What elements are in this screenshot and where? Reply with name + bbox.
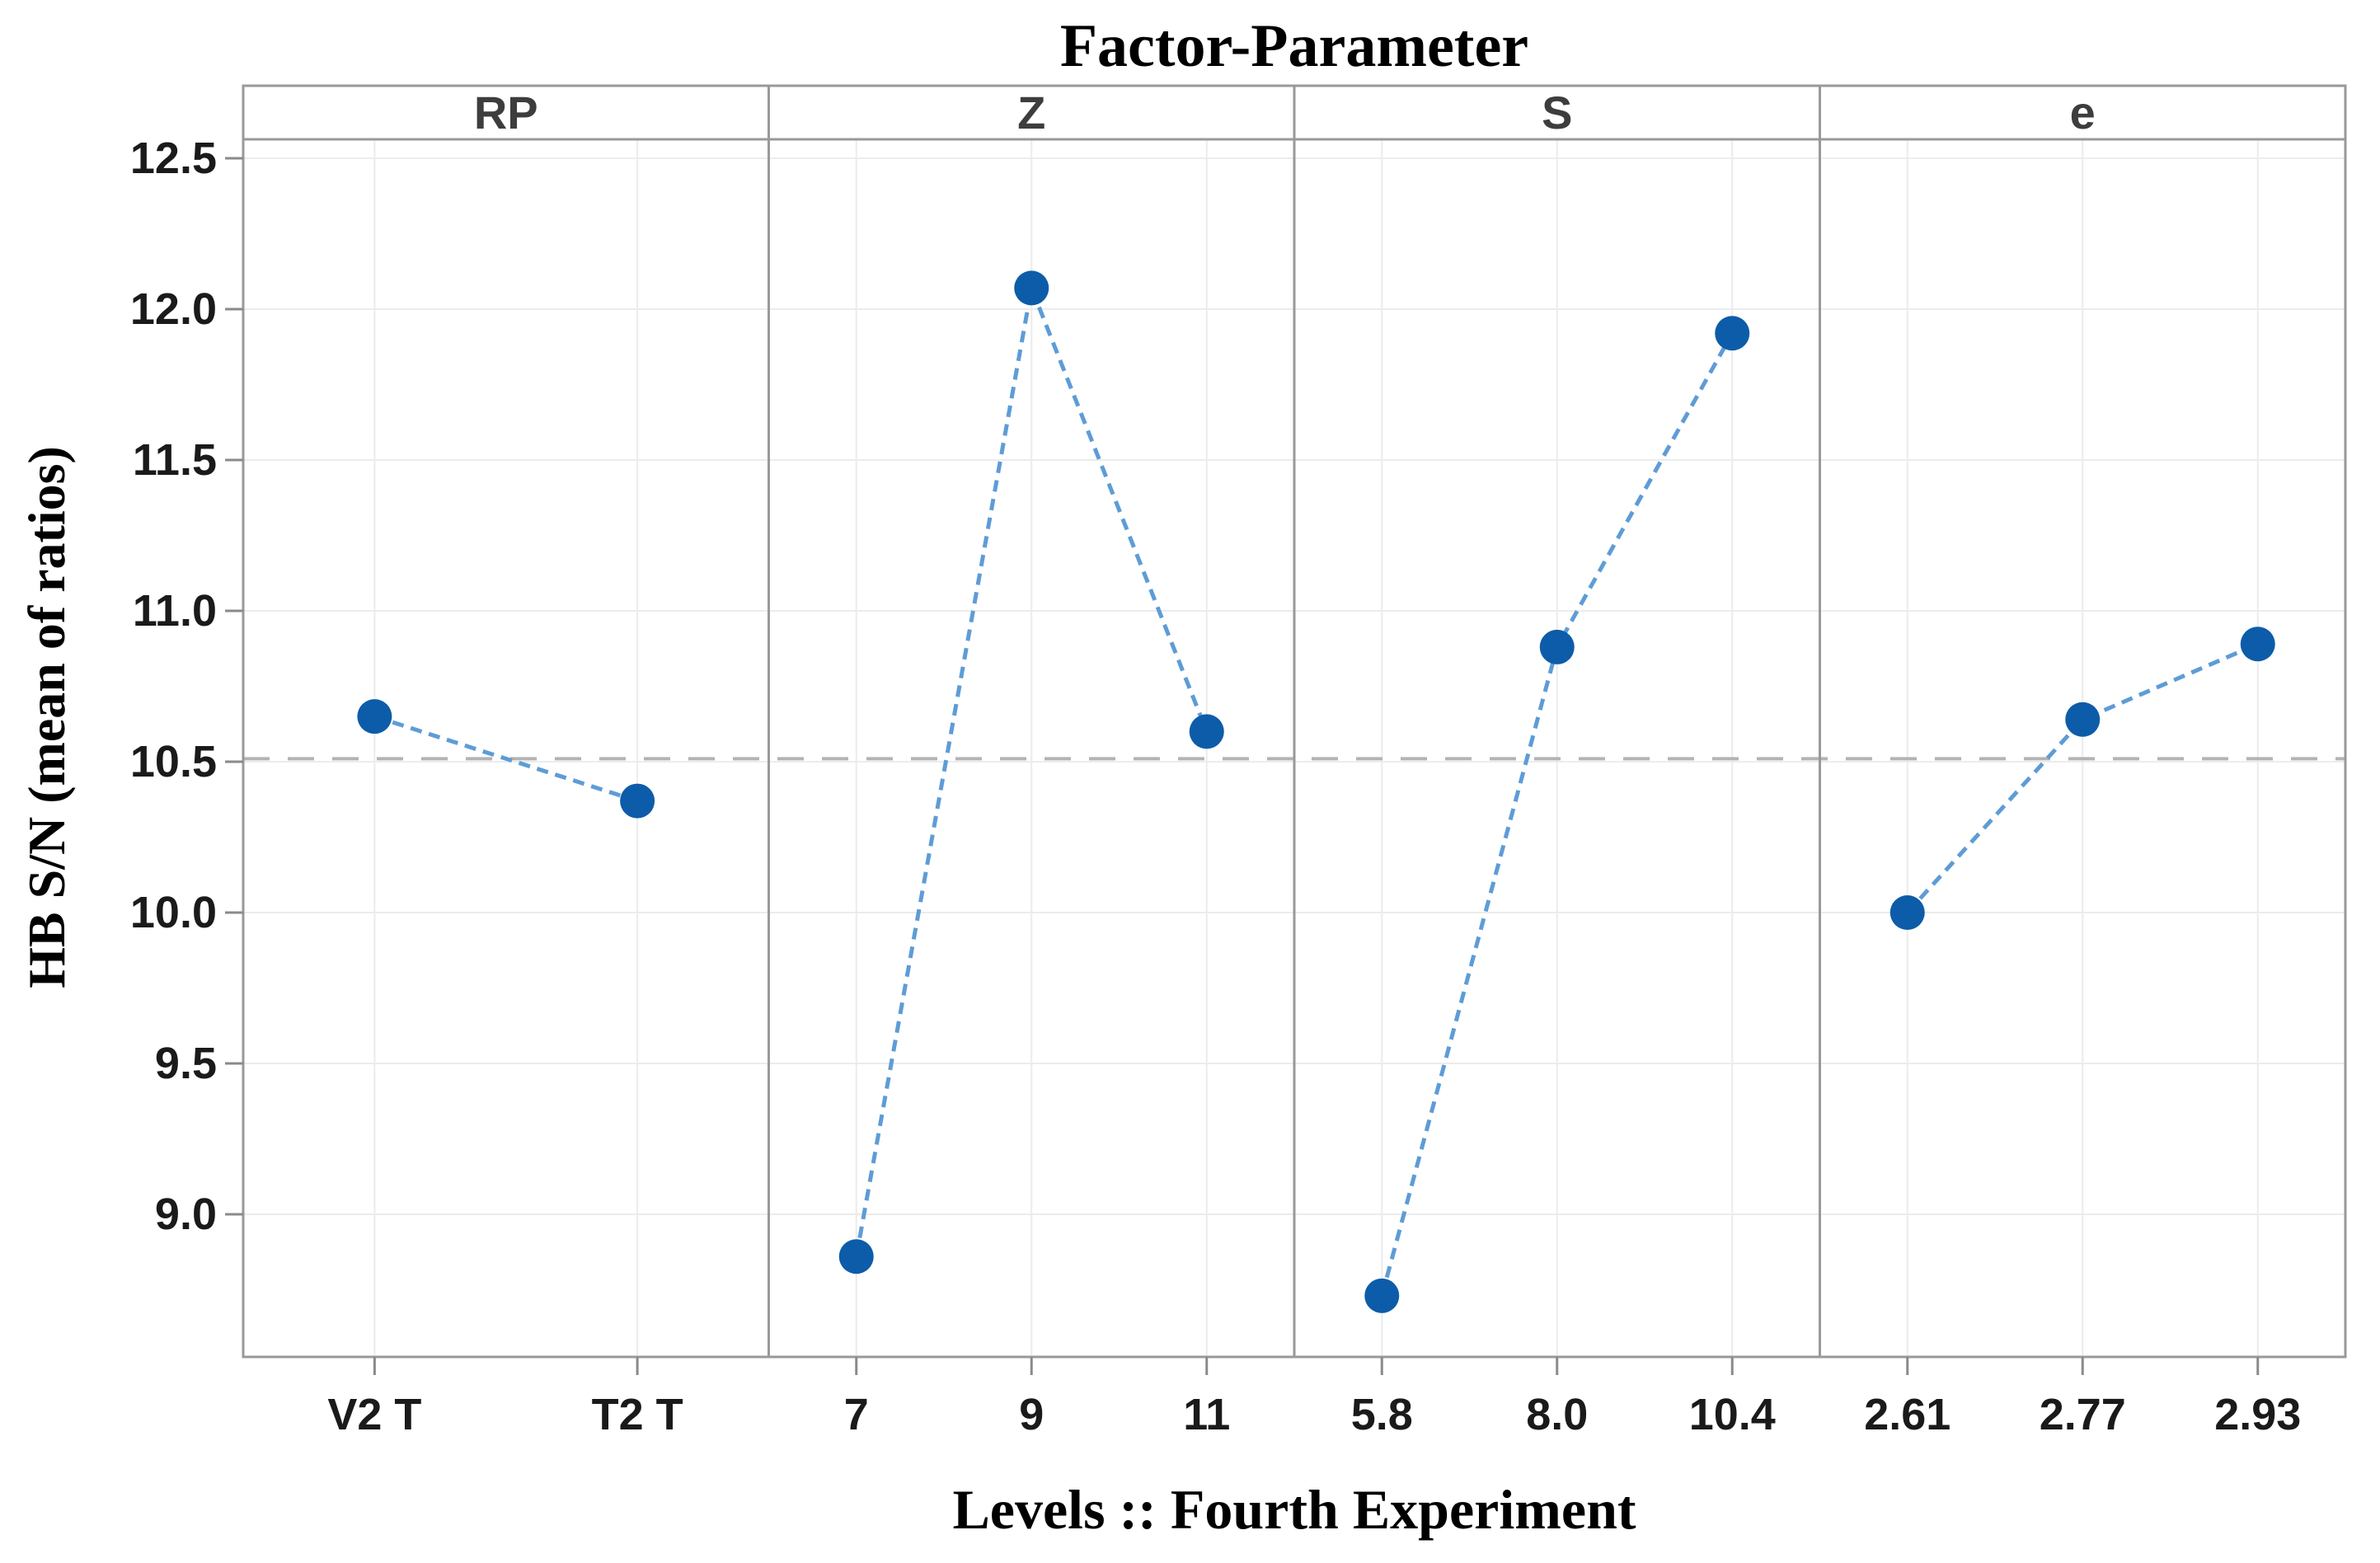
series-line-e [1905, 641, 2259, 914]
data-point-S-8.0 [1539, 629, 1575, 664]
data-point-e-2.61 [1889, 895, 1925, 930]
y-tick-label: 12.5 [130, 134, 217, 183]
data-point-S-10.4 [1715, 316, 1750, 351]
y-tick-label: 10.0 [130, 888, 217, 937]
data-point-e-2.77 [2065, 702, 2101, 737]
x-tick-label-S-10.4: 10.4 [1689, 1390, 1776, 1439]
x-tick-label-e-2.61: 2.61 [1864, 1390, 1950, 1439]
series-line-RP [373, 714, 638, 803]
x-tick-label-S-5.8: 5.8 [1351, 1390, 1413, 1439]
y-tick-label: 11.0 [133, 586, 217, 636]
panel-header-S: S [1542, 87, 1572, 138]
data-point-Z-11 [1189, 714, 1224, 749]
data-point-e-2.93 [2240, 627, 2275, 662]
x-tick-label-e-2.93: 2.93 [2214, 1390, 2301, 1439]
x-tick-label-RP-T2 T: T2 T [592, 1390, 683, 1439]
x-tick-label-Z-7: 7 [844, 1390, 869, 1439]
y-tick-label: 11.5 [133, 435, 217, 485]
plot-frame [242, 84, 2347, 1359]
x-tick-label-S-8.0: 8.0 [1526, 1390, 1588, 1439]
y-tick-label: 9.0 [155, 1190, 217, 1239]
y-tick-label: 12.0 [130, 284, 217, 334]
x-tick-label-e-2.77: 2.77 [2040, 1390, 2126, 1439]
panel-header-e: e [2070, 87, 2096, 138]
panel-header-Z: Z [1017, 87, 1045, 138]
series-line-Z [854, 280, 1209, 1257]
x-tick-label-Z-11: 11 [1183, 1390, 1230, 1439]
chart-title: Factor-Parameter [1059, 12, 1529, 80]
data-point-Z-7 [838, 1239, 874, 1274]
data-point-Z-9 [1014, 270, 1049, 306]
data-point-RP-T2 T [620, 783, 655, 819]
y-tick-label: 10.5 [130, 737, 217, 786]
x-tick-label-RP-V2 T: V2 T [327, 1390, 421, 1439]
y-tick-label: 9.5 [155, 1039, 217, 1088]
x-tick-label-Z-9: 9 [1019, 1390, 1044, 1439]
panel-header-RP: RP [474, 87, 538, 138]
data-point-RP-V2 T [357, 699, 392, 735]
data-point-S-5.8 [1364, 1278, 1400, 1313]
x-axis-title: Levels :: Fourth Experiment [952, 1478, 1636, 1541]
